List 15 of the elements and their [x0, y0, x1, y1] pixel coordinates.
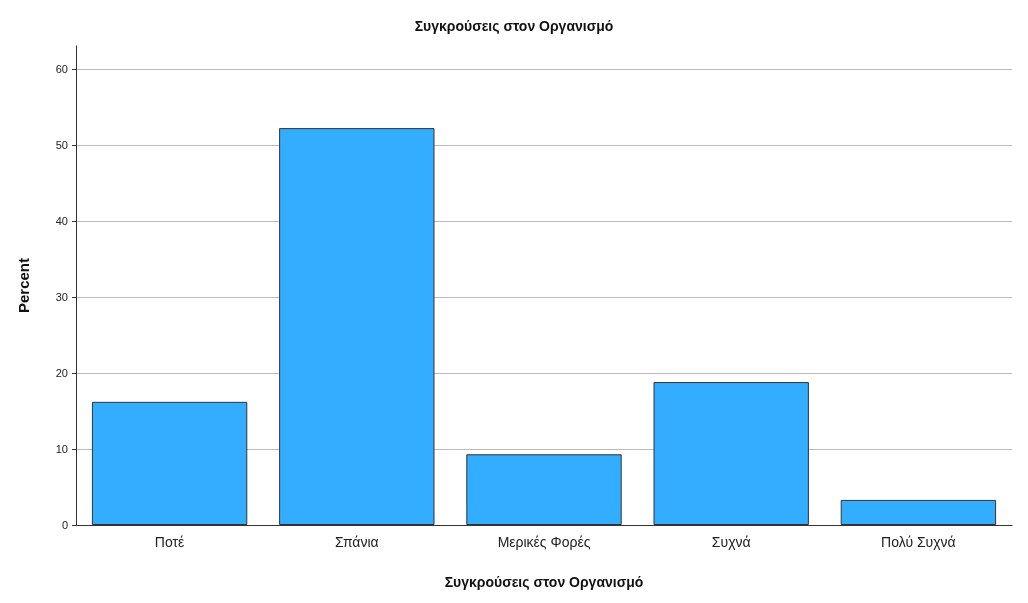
x-tick-label: Συχνά [711, 534, 751, 550]
x-tick-label: Ποτέ [154, 534, 185, 550]
y-tick-label: 0 [61, 519, 68, 531]
y-tick-label: 20 [55, 366, 68, 379]
x-tick-label: Μερικές Φορές [497, 534, 591, 550]
y-axis-title: Percent [15, 257, 32, 314]
x-tick-label: Σπάνια [334, 534, 379, 550]
y-tick-label: 40 [55, 214, 68, 227]
y-tick-label: 60 [55, 62, 68, 75]
x-axis-title: Συγκρούσεις στον Οργανισμό [444, 574, 644, 590]
y-tick-label: 10 [55, 442, 68, 455]
x-tick-label: Πολύ Συχνά [881, 534, 956, 550]
chart-title: Συγκρούσεις στον Οργανισμό [414, 18, 614, 34]
y-tick-label: 30 [55, 290, 68, 303]
y-tick-label: 50 [55, 138, 68, 151]
